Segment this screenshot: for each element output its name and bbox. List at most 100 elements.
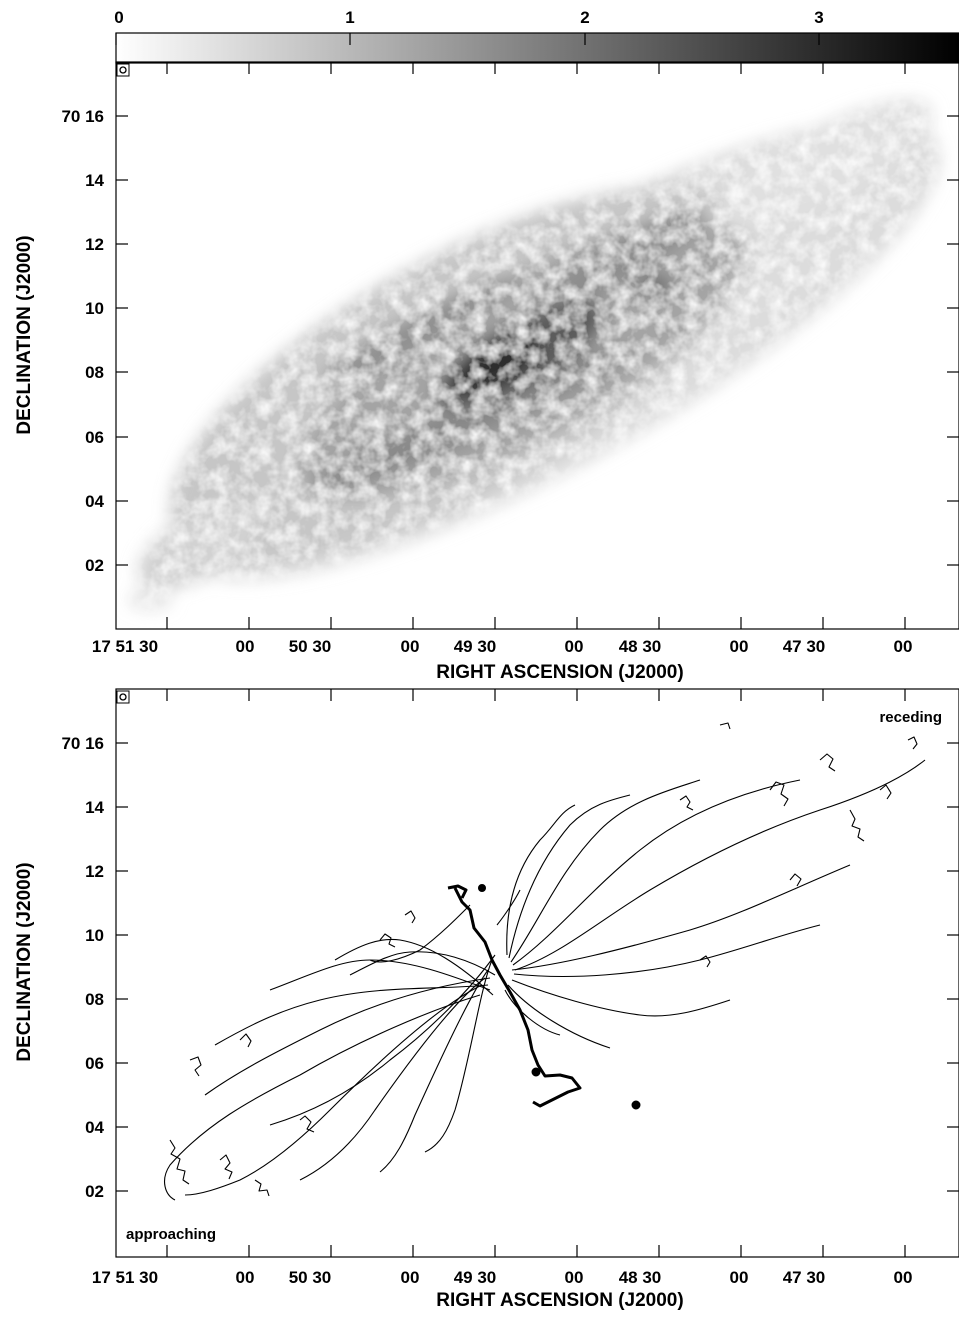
ra-tick-label: 00: [894, 637, 913, 656]
ra-tick-label: 50 30: [289, 1268, 332, 1287]
noise-contour: [849, 809, 865, 842]
noise-contour: [189, 1056, 202, 1077]
contour-line: [514, 759, 926, 971]
bottom-dec-tick-labels: 70 16 14 12 10 08 06 04 02: [61, 734, 104, 1201]
bottom-panel: receding approaching 70 16 14 12 10 08 0…: [14, 688, 959, 1311]
colorbar-label-1: 1: [345, 8, 354, 27]
contour-line: [507, 984, 611, 1049]
ra-tick-label: 00: [236, 1268, 255, 1287]
contour-line: [506, 804, 576, 956]
top-panel-frame: [115, 61, 959, 630]
dec-tick-label: 12: [85, 235, 104, 254]
dec-tick-label: 10: [85, 299, 104, 318]
ra-tick-label: 49 30: [454, 637, 497, 656]
contour-line: [204, 977, 491, 1096]
dec-tick-label: 10: [85, 926, 104, 945]
ra-tick-label: 48 30: [619, 637, 662, 656]
colorbar-label-0: 0: [114, 8, 123, 27]
velocity-contours: [164, 722, 926, 1201]
noise-contour: [907, 736, 918, 750]
galaxy-intensity-image: [128, 99, 940, 610]
dec-tick-label: 14: [85, 798, 104, 817]
dec-tick-label: 12: [85, 862, 104, 881]
contour-line: [512, 779, 801, 966]
top-dec-tick-labels: 70 16 14 12 10 08 06 04 02: [61, 107, 104, 575]
systemic-velocity-contour: [447, 884, 641, 1110]
bottom-ylabel: DECLINATION (J2000): [14, 862, 35, 1061]
annotation-approaching: approaching: [126, 1226, 216, 1243]
contour-line: [510, 779, 701, 963]
contour-line: [184, 984, 483, 1196]
dec-tick-label: 04: [85, 1118, 104, 1137]
contour-line: [496, 889, 521, 926]
ra-tick-label: 00: [894, 1268, 913, 1287]
dec-tick-label: 02: [85, 1182, 104, 1201]
noise-contour: [239, 1033, 252, 1048]
top-ylabel: DECLINATION (J2000): [14, 235, 35, 434]
ra-tick-label: 00: [565, 1268, 584, 1287]
dec-tick-label: 04: [85, 492, 104, 511]
contour-line: [164, 994, 481, 1201]
contour-line: [511, 979, 731, 1017]
contour-line: [379, 969, 489, 1173]
noise-contour: [699, 955, 711, 968]
bottom-ra-tick-labels: 17 51 30 00 50 30 00 49 30 00 48 30 00 4…: [92, 1268, 913, 1287]
contour-line: [269, 959, 491, 991]
top-panel-ticks: [116, 62, 959, 629]
annotation-receding: receding: [879, 709, 942, 726]
contour-line: [513, 924, 821, 978]
ra-tick-label: 00: [565, 637, 584, 656]
contour-line: [349, 951, 496, 976]
colorbar-label-2: 2: [580, 8, 589, 27]
dec-tick-label: 08: [85, 363, 104, 382]
colorbar-ticks: [115, 33, 820, 45]
noise-contour: [379, 933, 396, 948]
contour-line: [508, 794, 631, 959]
noise-contour: [169, 1139, 190, 1185]
ra-tick-label: 00: [401, 1268, 420, 1287]
ra-tick-label: 00: [730, 637, 749, 656]
dec-tick-label: 06: [85, 428, 104, 447]
noise-contour: [879, 784, 892, 800]
noise-contour: [819, 753, 836, 772]
dec-tick-label: 02: [85, 556, 104, 575]
dec-tick-label: 70 16: [61, 107, 104, 126]
noise-contour: [254, 1179, 270, 1197]
colorbar-gradient: [115, 32, 959, 64]
noise-contour: [404, 910, 416, 924]
dec-tick-label: 70 16: [61, 734, 104, 753]
contour-line: [424, 959, 493, 1153]
ra-tick-label: 00: [730, 1268, 749, 1287]
ra-tick-label: 50 30: [289, 637, 332, 656]
ra-tick-label: 00: [236, 637, 255, 656]
ra-tick-label: 17 51 30: [92, 1268, 158, 1287]
contour-line: [334, 938, 494, 996]
dec-tick-label: 14: [85, 171, 104, 190]
noise-contour: [219, 1154, 233, 1180]
bottom-xlabel: RIGHT ASCENSION (J2000): [436, 1290, 683, 1311]
ra-tick-label: 47 30: [783, 1268, 826, 1287]
beam-marker-top: [116, 63, 130, 77]
contour-line: [299, 977, 486, 1181]
ra-tick-label: 48 30: [619, 1268, 662, 1287]
bottom-panel-frame: [115, 688, 959, 1258]
contour-line: [504, 989, 561, 1036]
ra-tick-label: 17 51 30: [92, 637, 158, 656]
top-panel: 70 16 14 12 10 08 06 04 02 17 51 30 00 5…: [14, 61, 959, 683]
dec-tick-label: 06: [85, 1054, 104, 1073]
ra-tick-label: 00: [401, 637, 420, 656]
top-ra-tick-labels: 17 51 30 00 50 30 00 49 30 00 48 30 00 4…: [92, 637, 913, 656]
contour-line: [511, 864, 851, 971]
beam-marker-bottom: [116, 690, 130, 704]
ra-tick-label: 47 30: [783, 637, 826, 656]
contour-line: [214, 984, 489, 1046]
noise-contour: [299, 1115, 315, 1133]
ra-tick-label: 49 30: [454, 1268, 497, 1287]
top-xlabel: RIGHT ASCENSION (J2000): [436, 662, 683, 683]
dec-tick-label: 08: [85, 990, 104, 1009]
colorbar: 0 1 2 3: [114, 8, 959, 64]
contour-line: [369, 904, 471, 963]
noise-contour: [769, 781, 789, 807]
bottom-panel-ticks: [116, 689, 959, 1257]
